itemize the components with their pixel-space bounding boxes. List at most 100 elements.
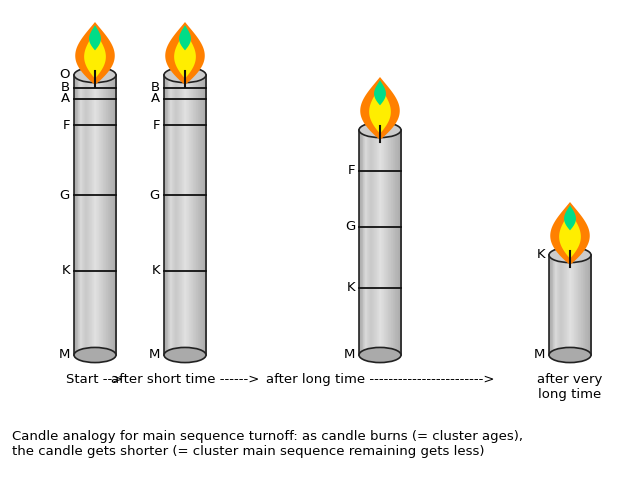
Bar (572, 255, 573, 355)
Bar (380, 130, 381, 355)
Bar (173, 75, 174, 355)
Bar (85, 75, 86, 355)
Bar (566, 255, 568, 355)
Bar (558, 255, 559, 355)
Bar (398, 130, 399, 355)
Bar (589, 255, 591, 355)
Bar (113, 75, 114, 355)
Bar (199, 75, 200, 355)
Ellipse shape (164, 67, 206, 83)
Bar (78, 75, 79, 355)
Bar (382, 130, 383, 355)
Bar (560, 255, 561, 355)
Text: K: K (61, 264, 70, 277)
Text: M: M (148, 348, 160, 361)
Bar (76, 75, 77, 355)
Bar (204, 75, 205, 355)
Polygon shape (564, 205, 576, 230)
Bar (556, 255, 557, 355)
Text: G: G (60, 189, 70, 202)
Bar (361, 130, 362, 355)
Bar (87, 75, 88, 355)
Text: B: B (61, 81, 70, 94)
Bar (362, 130, 363, 355)
Bar (164, 75, 166, 355)
Bar (576, 255, 577, 355)
Bar (115, 75, 116, 355)
Bar (190, 75, 191, 355)
Bar (587, 255, 588, 355)
Bar (97, 75, 98, 355)
Bar (399, 130, 401, 355)
Text: B: B (151, 81, 160, 94)
Bar (75, 75, 76, 355)
Polygon shape (89, 25, 101, 50)
Bar (179, 75, 180, 355)
Bar (106, 75, 107, 355)
Bar (90, 75, 92, 355)
Bar (104, 75, 106, 355)
Bar (580, 255, 581, 355)
Bar (76, 75, 77, 355)
Bar (392, 130, 394, 355)
Bar (100, 75, 101, 355)
Bar (184, 75, 186, 355)
Bar (394, 130, 396, 355)
Bar (368, 130, 369, 355)
Polygon shape (174, 32, 196, 79)
Ellipse shape (164, 348, 206, 362)
Polygon shape (84, 32, 106, 79)
Bar (586, 255, 587, 355)
Bar (164, 75, 206, 355)
Bar (553, 255, 554, 355)
Bar (107, 75, 108, 355)
Text: K: K (536, 249, 545, 262)
Bar (183, 75, 184, 355)
Bar (81, 75, 82, 355)
Bar (397, 130, 399, 355)
Bar (171, 75, 172, 355)
Bar (95, 75, 96, 355)
Bar (391, 130, 392, 355)
Bar (571, 255, 572, 355)
Bar (191, 75, 192, 355)
Bar (177, 75, 178, 355)
Bar (196, 75, 197, 355)
Bar (570, 255, 572, 355)
Bar (192, 75, 193, 355)
Bar (588, 255, 589, 355)
Bar (98, 75, 99, 355)
Bar (205, 75, 207, 355)
Bar (194, 75, 195, 355)
Bar (106, 75, 108, 355)
Text: F: F (63, 119, 70, 132)
Bar (182, 75, 184, 355)
Ellipse shape (359, 122, 401, 138)
Bar (91, 75, 92, 355)
Polygon shape (550, 202, 589, 265)
Bar (395, 130, 396, 355)
Bar (205, 75, 206, 355)
Bar (83, 75, 84, 355)
Bar (180, 75, 181, 355)
Bar (387, 130, 388, 355)
Bar (188, 75, 189, 355)
Bar (93, 75, 94, 355)
Bar (114, 75, 115, 355)
Bar (83, 75, 84, 355)
Bar (565, 255, 566, 355)
Bar (365, 130, 366, 355)
Bar (549, 255, 550, 355)
Bar (184, 75, 185, 355)
Bar (557, 255, 559, 355)
Bar (185, 75, 186, 355)
Bar (562, 255, 563, 355)
Bar (105, 75, 106, 355)
Bar (195, 75, 196, 355)
Ellipse shape (549, 248, 591, 263)
Bar (177, 75, 179, 355)
Bar (111, 75, 112, 355)
Bar (77, 75, 78, 355)
Bar (383, 130, 384, 355)
Bar (559, 255, 561, 355)
